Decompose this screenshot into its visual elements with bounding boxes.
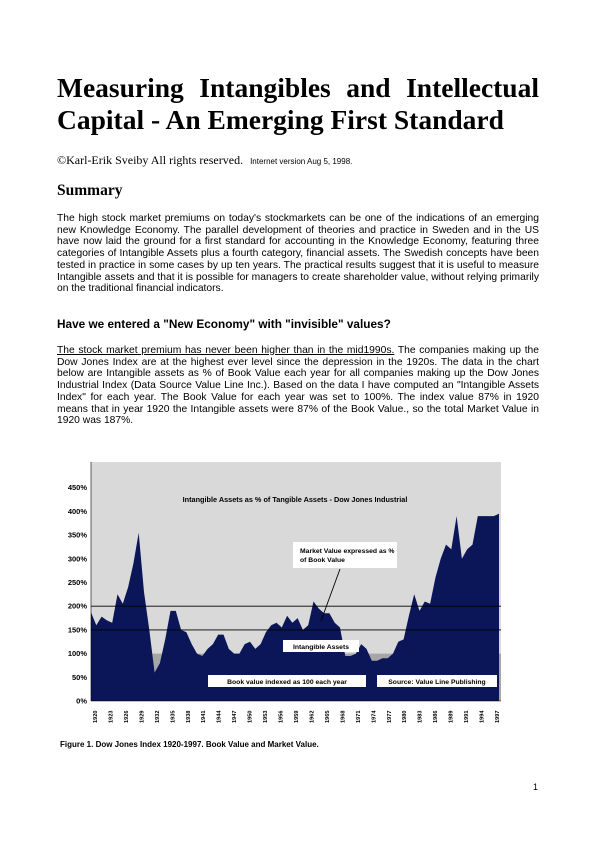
x-tick-label: 1950 [248,711,254,723]
y-tick-label: 200% [68,602,88,611]
x-tick-label: 1938 [186,711,192,723]
y-tick-label: 250% [68,578,88,587]
summary-paragraph: The high stock market premiums on today'… [57,213,539,295]
x-tick-label: 1956 [279,711,285,723]
x-tick-label: 1968 [340,711,346,723]
page-title-line-2: Capital - An Emerging First Standard [57,104,504,135]
y-tick-label: 150% [68,625,88,634]
x-tick-label: 1926 [124,711,130,723]
dow-jones-chart: 0% 50% 100% 150% 200% 250% 300% 350% 400% 450% 19… [68,462,501,723]
x-tick-label: 1947 [232,711,238,723]
x-tick-label: 1920 [93,711,99,723]
annotation-box [293,542,397,568]
annotation-pointer [320,568,341,622]
section-paragraph-rest: The companies making up the Dow Jones In… [57,345,540,427]
x-tick-label: 1962 [310,711,316,723]
section-heading: Have we entered a "New Economy" with "in… [57,317,391,331]
x-tick-label: 1965 [325,711,331,723]
underlined-sentence: The stock market premium has never been … [57,345,395,356]
chart-title: Intangible Assets as % of Tangible Asset… [183,495,408,504]
y-tick-label: 350% [68,531,88,540]
x-tick-label: 1935 [170,711,176,723]
x-tick-label: 1953 [263,711,269,723]
x-tick-label: 1944 [217,710,223,723]
section-paragraph: The stock market premium has never been … [57,345,539,427]
x-tick-label: 1980 [402,711,408,723]
x-tick-label: 1974 [371,710,377,723]
y-tick-label: 300% [68,554,88,563]
x-tick-label: 1932 [155,711,161,723]
page-title-line-1: Measuring Intangibles and Intellectual [57,72,539,103]
intangible-assets-label: Intangible Assets [293,644,349,651]
x-tick-label: 1989 [449,711,455,723]
y-tick-label: 50% [72,673,87,682]
figure-caption: Figure 1. Dow Jones Index 1920-1997. Boo… [60,740,319,749]
x-tick-label: 1991 [464,711,470,723]
x-tick-label: 1977 [387,711,393,723]
book-label-box [208,675,366,687]
source-label-box [377,675,497,687]
x-tick-label: 1941 [201,711,207,723]
y-tick-label: 0% [76,697,87,706]
intangible-label-box [283,640,359,652]
y-tick-label: 100% [68,649,88,658]
x-tick-label: 1923 [109,711,115,723]
summary-heading: Summary [57,182,123,199]
source-label: Source: Value Line Publishing [388,679,485,686]
x-tick-label: 1971 [356,711,362,723]
x-tick-label: 1994 [480,710,486,723]
book-value-label: Book value indexed as 100 each year [227,679,347,686]
x-tick-label: 1929 [139,711,145,723]
y-tick-label: 450% [68,483,88,492]
page-title: Measuring Intangibles and Intellectual C… [57,72,539,136]
x-tick-label: 1959 [294,711,300,723]
author-copyright: ©Karl-Erik Sveiby All rights reserved. [57,153,244,167]
annotation-line-1: Market Value expressed as % [300,548,394,555]
x-tick-label: 1997 [495,711,501,723]
annotation-line-2: of Book Value [300,557,345,564]
page-number: 1 [533,782,539,792]
y-tick-label: 400% [68,507,88,516]
x-tick-label: 1986 [433,711,439,723]
version-note: Internet version Aug 5, 1998. [250,157,353,166]
x-tick-label: 1983 [418,711,424,723]
byline: ©Karl-Erik Sveiby All rights reserved. I… [57,153,352,168]
market-value-area [91,513,499,701]
